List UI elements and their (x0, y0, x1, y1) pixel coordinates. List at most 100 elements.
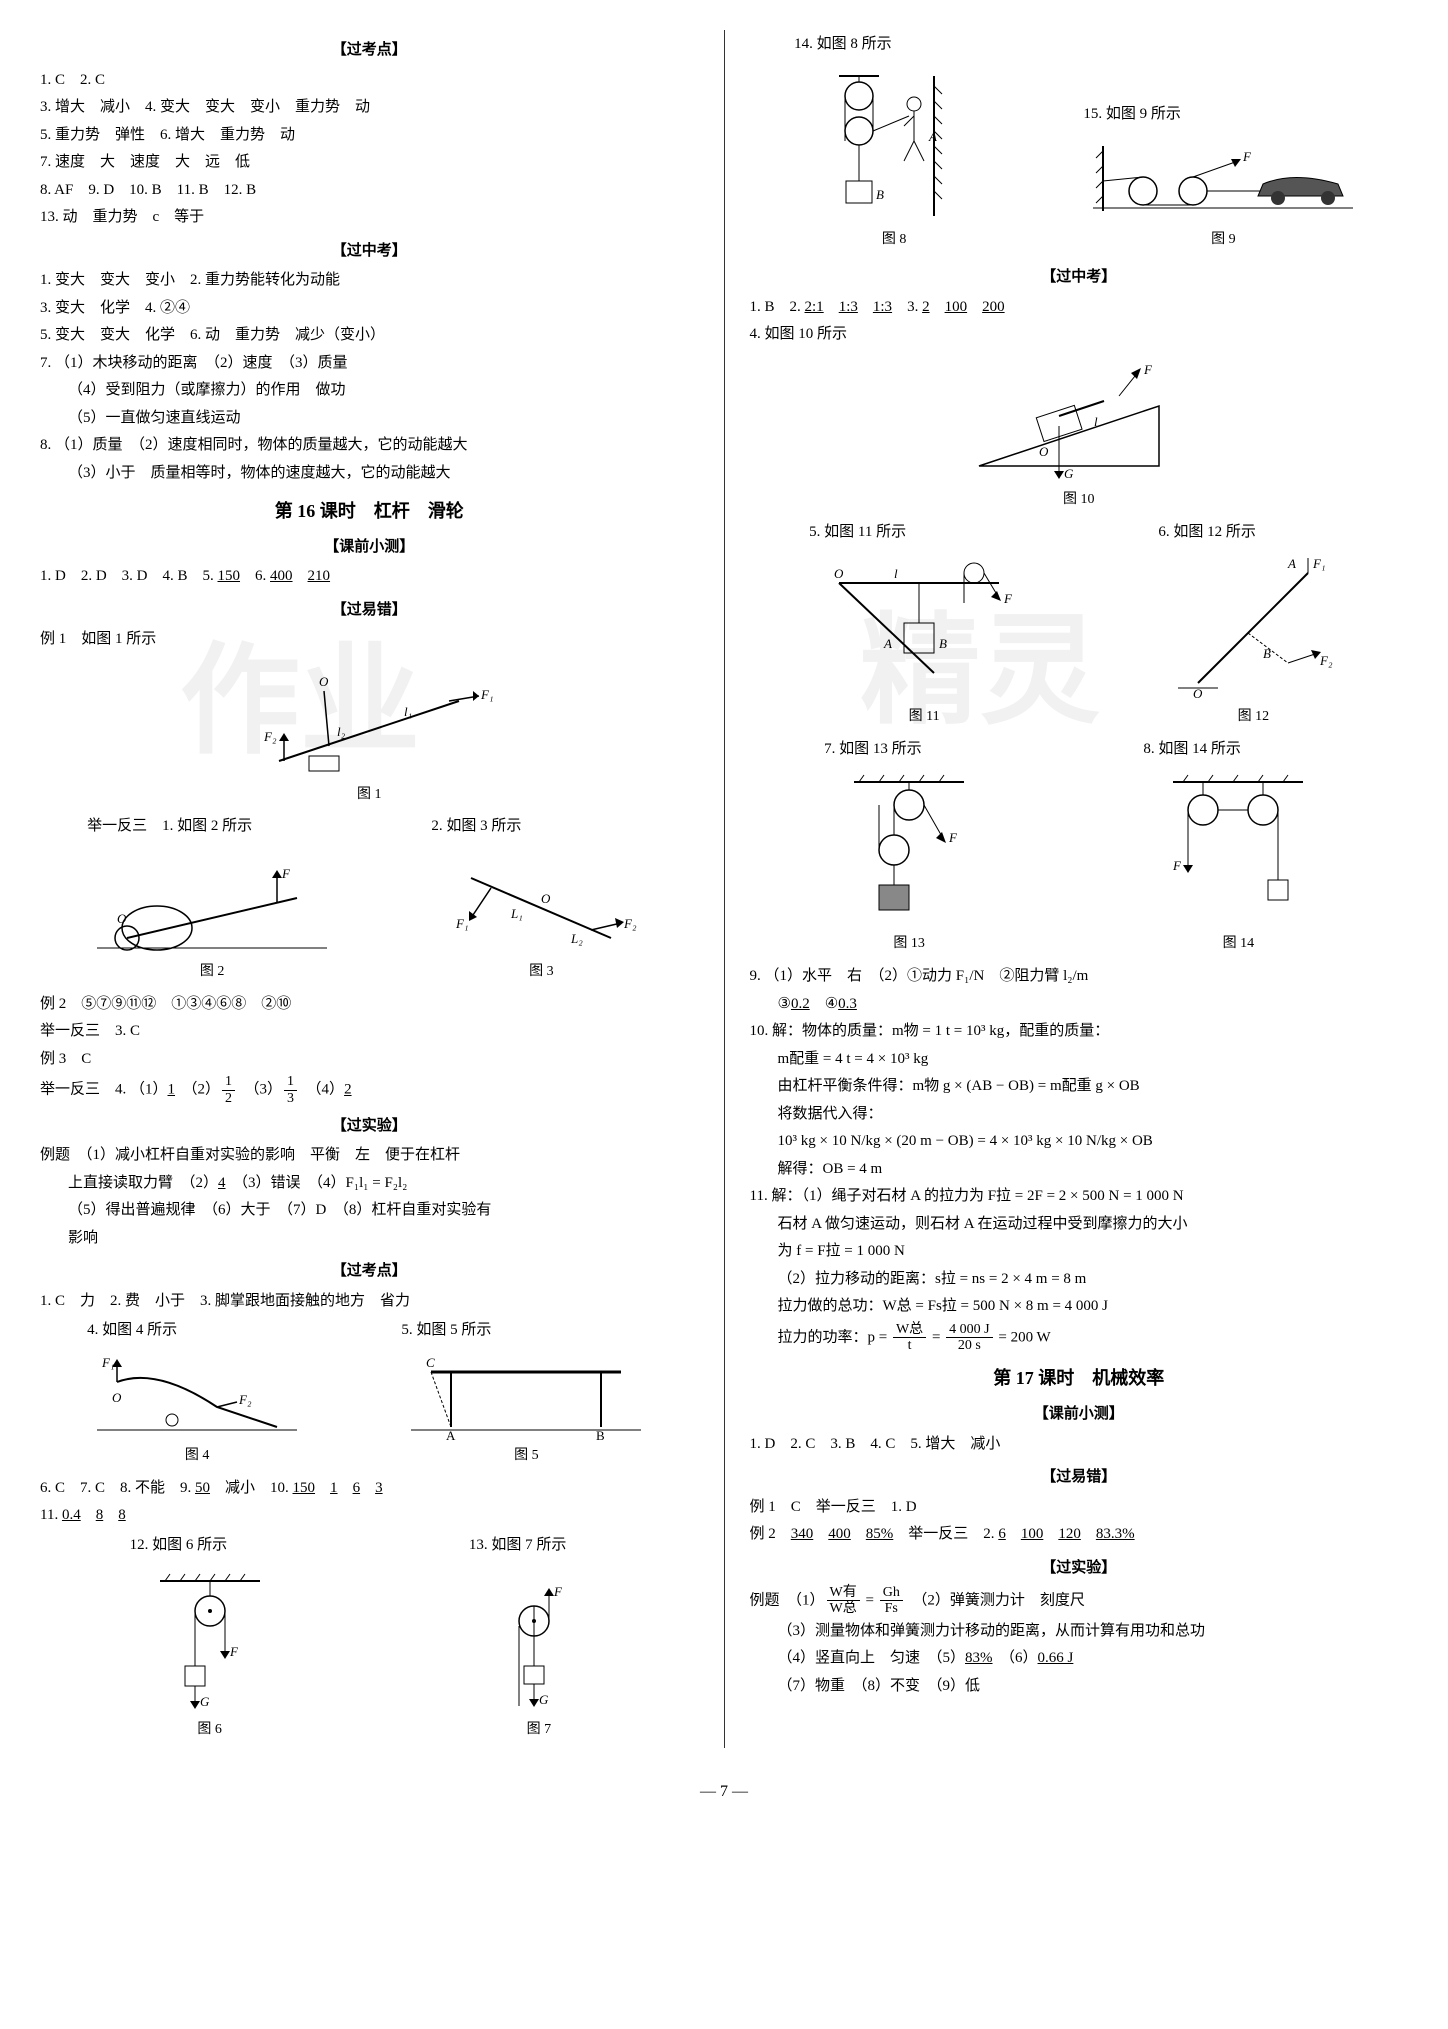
page-number: — 7 — (40, 1778, 1408, 1805)
nail-puller-diagram-icon: F₁ O F₂ (97, 1352, 297, 1442)
figure-6: G F 图 6 (140, 1566, 280, 1742)
lever-pulley-diagram-icon: O l F B A (819, 553, 1029, 703)
figure-5: C A B 图 5 (411, 1352, 641, 1468)
wheelbarrow-diagram-icon: F O (97, 848, 327, 958)
answer-line: 8. （1）质量 （2）速度相同时，物体的质量越大，它的动能越大 (40, 433, 699, 459)
svg-text:O: O (834, 566, 844, 581)
figure-9-label: 图 9 (1093, 228, 1353, 252)
numerator: W有 (827, 1585, 860, 1601)
text: 3. (892, 299, 922, 315)
svg-text:F: F (1143, 362, 1153, 377)
figure-14: F 图 14 (1153, 770, 1323, 956)
text (338, 1480, 353, 1496)
underline-value: 0.2 (791, 996, 810, 1012)
figure-11: O l F B A 图 11 (819, 553, 1029, 729)
svg-text:F: F (1172, 858, 1182, 873)
text (930, 299, 945, 315)
example-line: 例题 （1）W有W总 = GhFs （2）弹簧测力计 刻度尺 (750, 1585, 1409, 1617)
text: （4） (299, 1082, 344, 1098)
figure-14-label: 图 14 (1153, 932, 1323, 956)
text (1043, 1526, 1058, 1542)
numerator: W总 (893, 1322, 926, 1338)
text (81, 1507, 96, 1523)
answer-line: 8. 如图 14 所示 (1143, 737, 1333, 763)
svg-text:F₁: F₁ (455, 916, 468, 931)
answer-line: 3. 增大 减小 4. 变大 变大 变小 重力势 动 (40, 95, 699, 121)
text: （6） (993, 1650, 1038, 1666)
solution-line: 10³ kg × 10 N/kg × (20 m − OB) = 4 × 10³… (750, 1129, 1409, 1155)
figure-3-label: 图 3 (441, 960, 641, 984)
text (293, 568, 308, 584)
underline-value: 0.4 (62, 1507, 81, 1523)
numerator: 4 000 J (946, 1322, 992, 1338)
underline-value: 1 (330, 1480, 338, 1496)
underline-value: 3 (375, 1480, 383, 1496)
underline-value: 4 (218, 1175, 226, 1191)
underline-value: 50 (195, 1480, 210, 1496)
answer-line: （4）竖直向上 匀速 （5）83% （6）0.66 J (750, 1646, 1409, 1672)
text: （2） (175, 1082, 220, 1098)
lever-diagram-icon: F₁ A F₂ O B (1168, 553, 1338, 703)
underline-value: 150 (218, 568, 241, 584)
solution-line: 解得：OB = 4 m (750, 1157, 1409, 1183)
text: 拉力的功率：p = (778, 1329, 891, 1345)
svg-text:l: l (1094, 414, 1098, 429)
svg-text:G: G (539, 1692, 549, 1707)
figure-13-label: 图 13 (834, 932, 984, 956)
example-line: 举一反三 3. C (40, 1019, 699, 1045)
answer-line: （7）物重 （8）不变 （9）低 (750, 1674, 1409, 1700)
text: = 200 W (995, 1329, 1051, 1345)
section-header-gsy: 【过实验】 (40, 1114, 699, 1140)
svg-text:F: F (281, 866, 291, 881)
svg-text:F₁: F₁ (101, 1355, 114, 1370)
section-header-kqxc-r: 【课前小测】 (750, 1402, 1409, 1428)
answer-line: 13. 动 重力势 c 等于 (40, 205, 699, 231)
answer-line: 3. 变大 化学 4. ②④ (40, 296, 699, 322)
pulley-car-diagram-icon: F (1093, 136, 1353, 226)
svg-text:F: F (1242, 149, 1252, 164)
answer-line: （5）得出普遍规律 （6）大于 （7）D （8）杠杆自重对实验有 (40, 1198, 699, 1224)
section-header-gyc-r: 【过易错】 (750, 1465, 1409, 1491)
denominator: Fs (880, 1601, 903, 1616)
denominator: 20 s (946, 1338, 992, 1353)
svg-text:l: l (894, 566, 898, 581)
svg-text:A: A (928, 129, 937, 144)
text: 11. (40, 1507, 62, 1523)
underline-value: 100 (945, 299, 968, 315)
underline-value: 8 (118, 1507, 126, 1523)
text: 上直接读取力臂 （2） (68, 1175, 218, 1191)
text: = (928, 1329, 944, 1345)
answer-line: 1. C 2. C (40, 68, 699, 94)
text: （2）弹簧测力计 刻度尺 (905, 1592, 1085, 1608)
section-header-gzk: 【过中考】 (40, 239, 699, 265)
answer-line: 13. 如图 7 所示 (469, 1533, 609, 1559)
text: 例题 （1） (750, 1592, 825, 1608)
example-line: 举一反三 1. 如图 2 所示 (87, 814, 337, 840)
section-header-gsy-r: 【过实验】 (750, 1556, 1409, 1582)
figure-10-label: 图 10 (959, 488, 1199, 512)
svg-text:l₁: l₁ (404, 704, 412, 719)
underline-value: 120 (1058, 1526, 1081, 1542)
figure-3: F₁ O L₁ F₂ L₂ 图 3 (441, 848, 641, 984)
underline-value: 340 (791, 1526, 814, 1542)
svg-text:O: O (541, 891, 551, 906)
section-header-kqxc: 【课前小测】 (40, 535, 699, 561)
figure-10: F G l O 图 10 (959, 356, 1199, 512)
underline-value: 1:3 (839, 299, 858, 315)
figure-13: F 图 13 (834, 770, 984, 956)
underline-value: 2 (344, 1082, 352, 1098)
example-line: 例 1 C 举一反三 1. D (750, 1495, 1409, 1521)
figure-6-label: 图 6 (140, 1718, 280, 1742)
pulley-system-diagram-icon: F (834, 770, 984, 930)
example-line: 例 2 ⑤⑦⑨⑪⑫ ①③④⑥⑧ ②⑩ (40, 992, 699, 1018)
answer-line: ③0.2 ④0.3 (750, 992, 1409, 1018)
text (851, 1526, 866, 1542)
answer-line: 11. 0.4 8 8 (40, 1503, 699, 1529)
svg-text:B: B (939, 636, 947, 651)
fraction: GhFs (880, 1585, 903, 1617)
fraction: 12 (222, 1074, 235, 1106)
svg-text:F₂: F₂ (1319, 653, 1333, 668)
svg-text:F: F (553, 1584, 563, 1599)
svg-text:F: F (948, 830, 958, 845)
figure-7-label: 图 7 (479, 1718, 599, 1742)
